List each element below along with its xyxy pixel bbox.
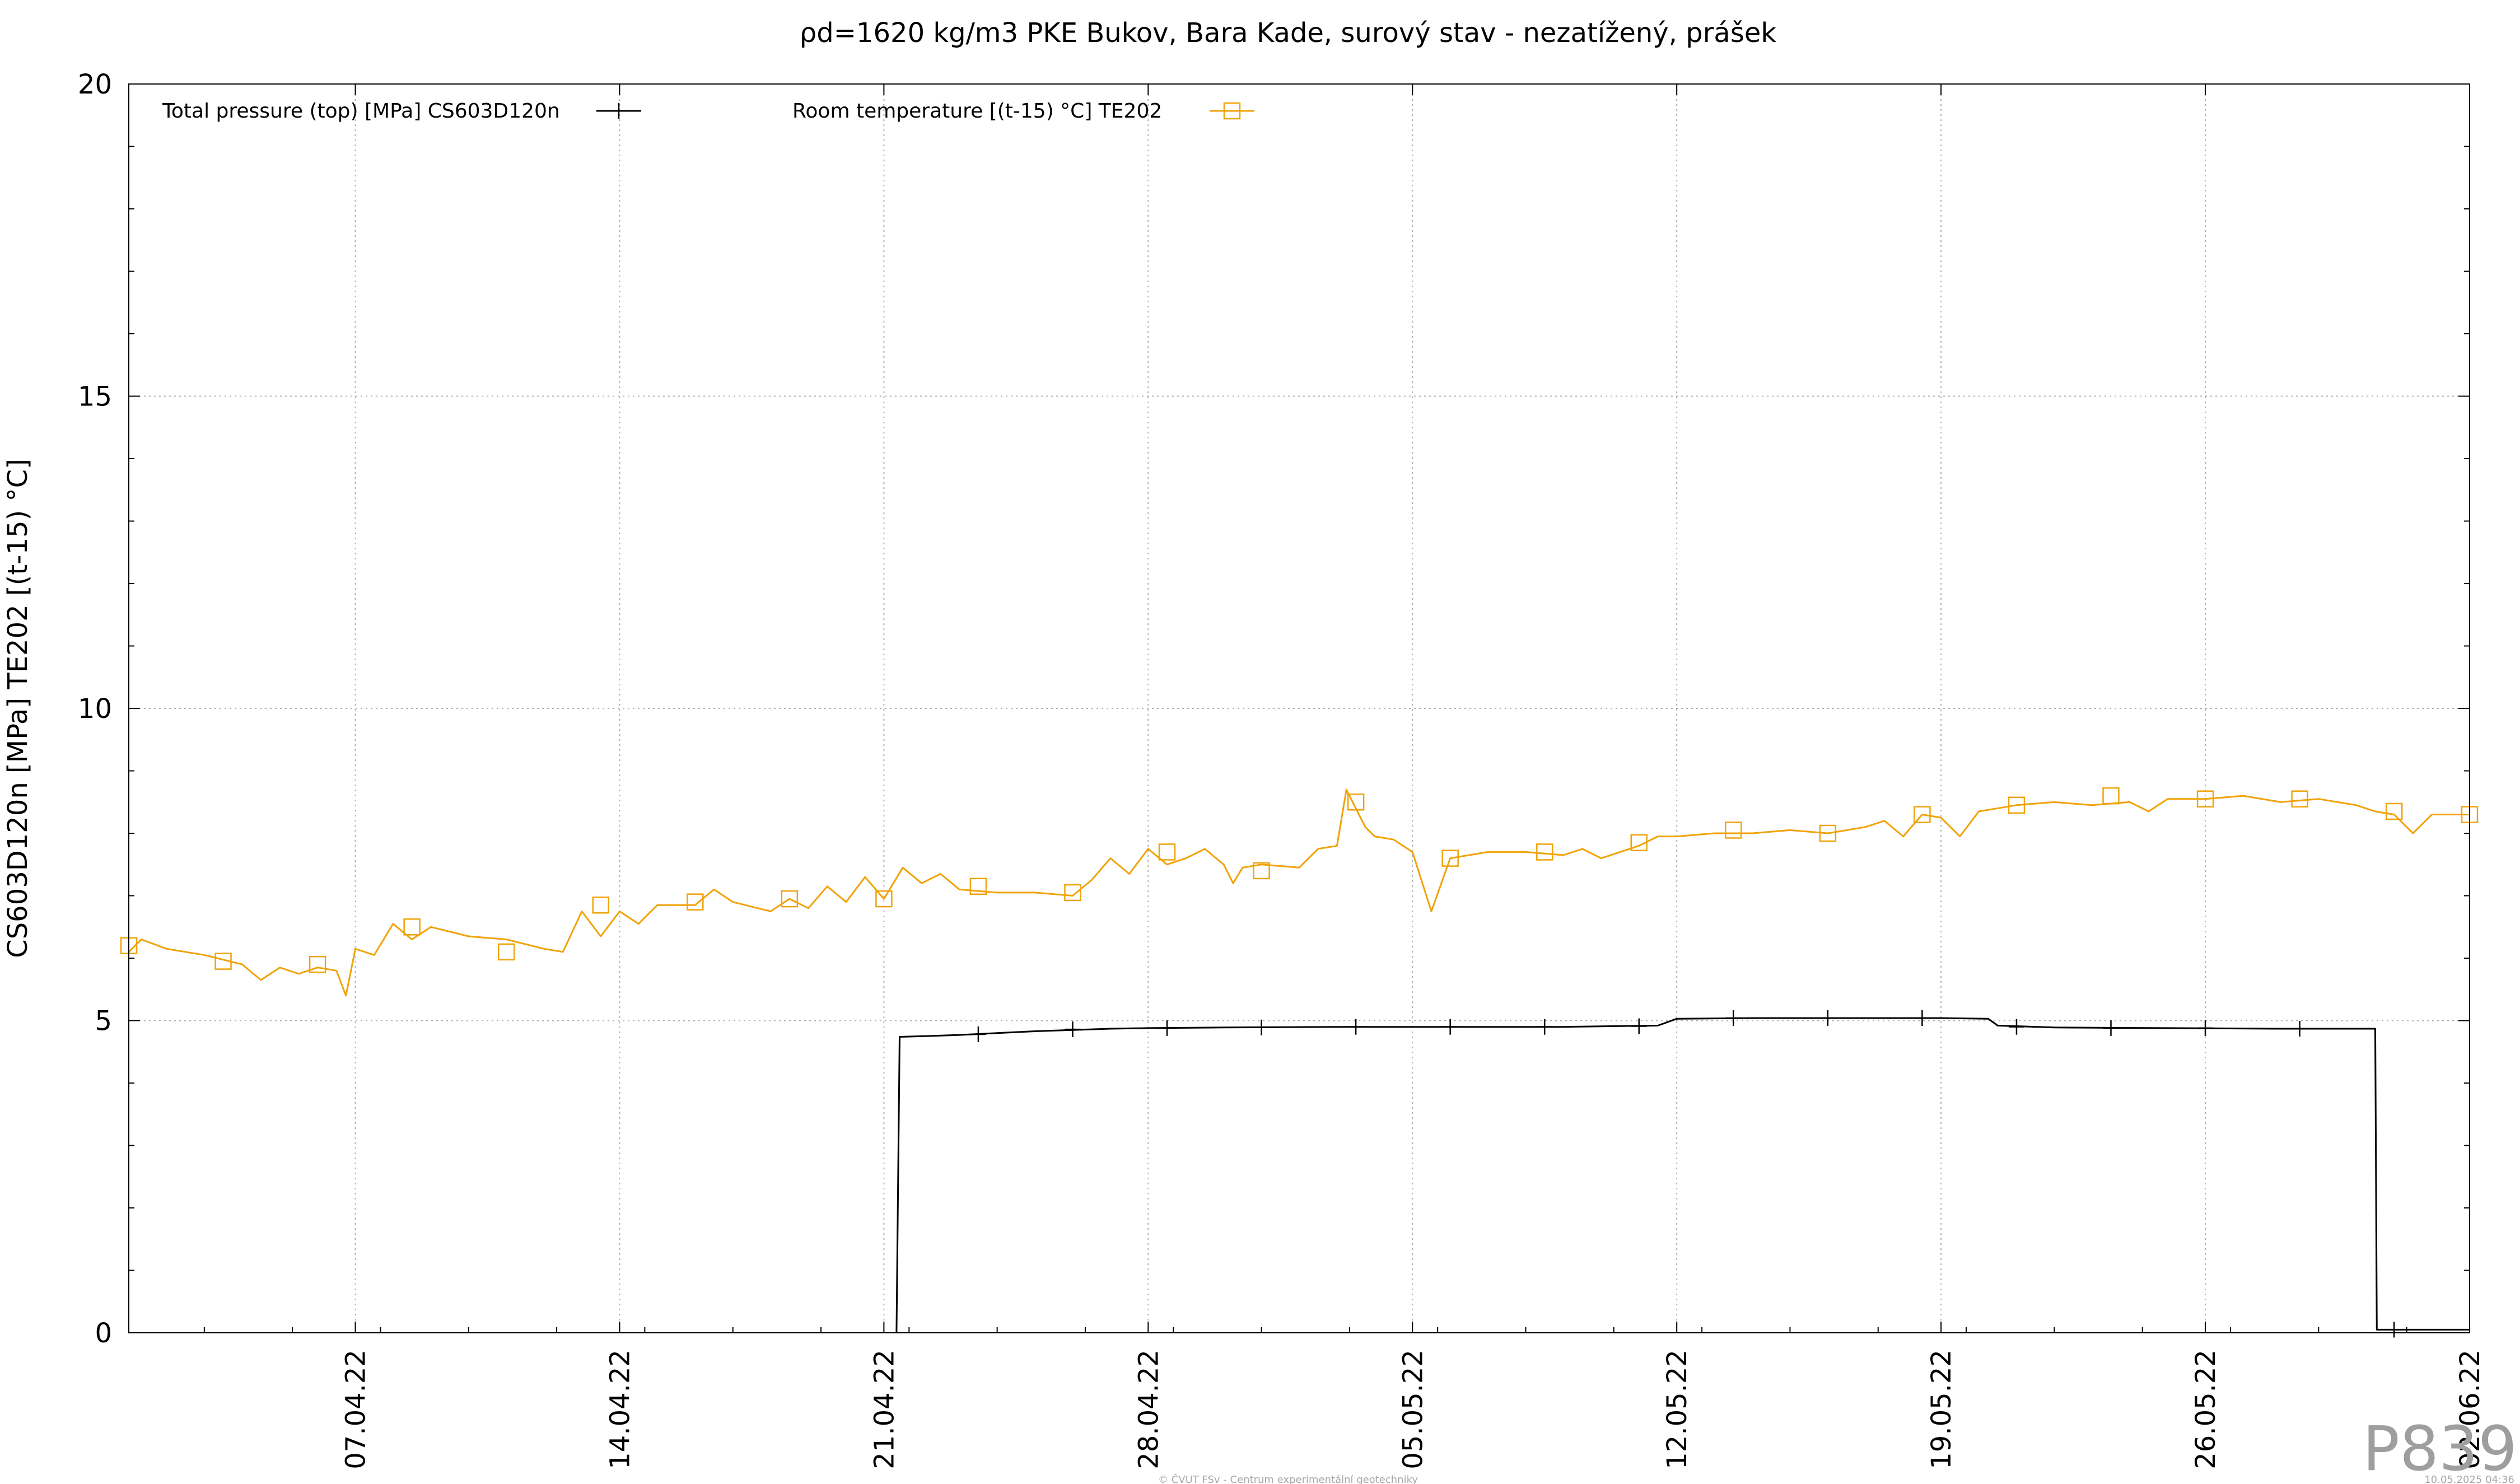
x-tick-label: 28.04.22 — [1133, 1350, 1164, 1469]
series-marker-2 — [1441, 850, 1459, 867]
footer-timestamp: 10.05.2025 04:36 — [2424, 1474, 2514, 1484]
series-marker-1 — [1819, 1010, 1836, 1026]
series-marker-2 — [1536, 843, 1553, 861]
x-tick-label: 02.06.22 — [2454, 1350, 2486, 1469]
plot-frame — [128, 83, 2470, 1333]
series-marker-2 — [1158, 843, 1176, 861]
series-marker-2 — [2008, 796, 2026, 814]
series-marker-2 — [2385, 802, 2403, 820]
series-marker-2 — [1819, 824, 1837, 842]
x-tick-label: 21.04.22 — [869, 1350, 900, 1469]
series-marker-2 — [781, 890, 799, 908]
series-marker-2 — [403, 918, 421, 936]
series-marker-1 — [1631, 1018, 1647, 1034]
x-tick-label: 05.05.22 — [1397, 1350, 1429, 1469]
series-marker-2 — [875, 890, 893, 908]
series-marker-1 — [1253, 1019, 1270, 1035]
series-marker-1 — [2197, 1020, 2214, 1036]
series-marker-1 — [2103, 1020, 2119, 1036]
series-marker-2 — [214, 953, 232, 970]
series-marker-1 — [1914, 1010, 1930, 1026]
y-tick-label: 5 — [95, 1006, 112, 1037]
y-tick-label: 15 — [78, 381, 112, 413]
series-marker-2 — [309, 955, 326, 973]
x-tick-label: 14.04.22 — [604, 1350, 636, 1469]
legend-marker-2 — [1223, 102, 1241, 120]
y-axis: 0 5 10 15 20 — [78, 69, 2470, 1349]
y-axis-label: CS603D120n [MPa] TE202 [(t-15) °C] — [2, 459, 34, 958]
legend: Total pressure (top) [MPa] CS603D120n Roo… — [162, 100, 1254, 123]
x-axis: 07.04.22 14.04.22 21.04.22 28.04.22 05.05.22… — [203, 84, 2486, 1469]
series-line-1 — [895, 1017, 2470, 1333]
x-tick-label: 26.05.22 — [2190, 1350, 2222, 1469]
y-tick-label: 20 — [78, 69, 112, 100]
legend-label-1: Total pressure (top) [MPa] CS603D120n — [162, 100, 560, 123]
series-line-2 — [128, 788, 2470, 997]
series-marker-2 — [1253, 862, 1270, 880]
series-marker-1 — [2292, 1020, 2308, 1037]
series-marker-2 — [592, 896, 609, 914]
series-marker-2 — [1347, 794, 1365, 811]
series-marker-2 — [1064, 884, 1081, 902]
series-marker-2 — [1725, 822, 1742, 839]
series-marker-1 — [1725, 1010, 1742, 1026]
series-marker-2 — [687, 893, 704, 911]
series-marker-1 — [1537, 1019, 1553, 1035]
y-tick-label: 0 — [95, 1318, 112, 1349]
series-marker-1 — [2386, 1322, 2402, 1338]
series-marker-2 — [2196, 790, 2214, 808]
series-marker-2 — [969, 878, 987, 895]
series-marker-1 — [1159, 1020, 1175, 1036]
plot-id-watermark: P839 — [2363, 1413, 2517, 1484]
series-marker-1 — [1442, 1019, 1458, 1035]
grid-layer — [129, 84, 2470, 1333]
x-tick-label: 07.04.22 — [340, 1350, 372, 1469]
series-marker-2 — [2291, 790, 2308, 808]
series-marker-2 — [497, 943, 515, 961]
series-marker-1 — [2008, 1019, 2024, 1035]
x-tick-label: 19.05.22 — [1926, 1350, 1957, 1469]
series-marker-1 — [1065, 1021, 1081, 1038]
chart-title: ρd=1620 kg/m3 PKE Bukov, Bara Kade, suro… — [800, 17, 1777, 49]
series-marker-2 — [1914, 806, 1931, 823]
series-marker-1 — [1348, 1019, 1364, 1035]
series-marker-2 — [1630, 834, 1648, 851]
series-marker-2 — [2102, 787, 2120, 805]
y-tick-label: 10 — [78, 693, 112, 725]
footer-copyright: © ČVUT FSv - Centrum experimentální geot… — [1158, 1473, 1418, 1484]
series-marker-1 — [970, 1026, 986, 1043]
x-tick-label: 12.05.22 — [1662, 1350, 1693, 1469]
legend-label-2: Room temperature [(t-15) °C] TE202 — [792, 100, 1162, 123]
series-layer — [120, 787, 2479, 1338]
